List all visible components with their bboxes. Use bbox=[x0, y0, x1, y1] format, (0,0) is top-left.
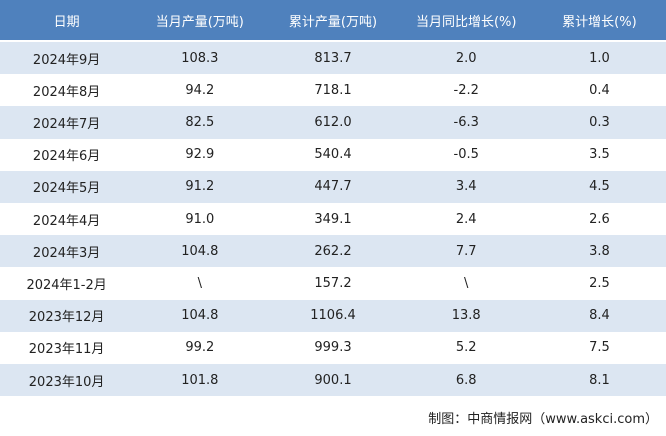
value-cell: 157.2 bbox=[314, 275, 352, 291]
source-note: 制图：中商情报网（www.askci.com） bbox=[428, 412, 658, 427]
value-cell: 91.0 bbox=[185, 211, 215, 227]
value-cell: 2.0 bbox=[455, 50, 477, 66]
header-row: 日期 当月产量(万吨) 累计产量(万吨) 当月同比增长(%) 累计增长(%) bbox=[0, 0, 666, 40]
value-cell: 104.8 bbox=[181, 308, 219, 324]
value-cell: 0.3 bbox=[589, 114, 610, 130]
table-row: 2024年4月 91.0 349.1 2.4 2.6 bbox=[0, 203, 666, 235]
value-cell: 94.2 bbox=[185, 82, 215, 98]
value-cell: 349.1 bbox=[314, 211, 352, 227]
date-cell: 2024年5月 bbox=[32, 181, 101, 197]
date-cell: 2024年7月 bbox=[32, 116, 101, 132]
value-cell: 92.9 bbox=[185, 147, 215, 163]
value-cell: 4.5 bbox=[589, 179, 610, 195]
value-cell: 262.2 bbox=[314, 243, 352, 259]
value-cell: \ bbox=[464, 275, 469, 291]
date-cell: 2023年11月 bbox=[28, 342, 105, 358]
header-cell: 累计产量(万吨) bbox=[288, 14, 378, 30]
table-row: 2023年12月 104.8 1106.4 13.8 8.4 bbox=[0, 299, 666, 332]
value-cell: 3.5 bbox=[589, 147, 610, 163]
value-cell: 447.7 bbox=[314, 179, 352, 195]
date-cell: 2024年6月 bbox=[32, 149, 101, 165]
date-cell: 2024年3月 bbox=[32, 245, 101, 261]
header-cell: 当月产量(万吨) bbox=[155, 14, 244, 30]
value-cell: -2.2 bbox=[453, 82, 479, 98]
value-cell: 999.3 bbox=[314, 340, 352, 356]
value-cell: 3.4 bbox=[455, 179, 477, 195]
value-cell: 13.8 bbox=[451, 308, 481, 324]
table-row: 2024年7月 82.5 612.0 -6.3 0.3 bbox=[0, 106, 666, 139]
date-cell: 2023年10月 bbox=[28, 374, 105, 390]
value-cell: 104.8 bbox=[181, 243, 219, 259]
value-cell: 718.1 bbox=[314, 82, 352, 98]
value-cell: -0.5 bbox=[453, 147, 479, 163]
value-cell: 7.7 bbox=[455, 243, 477, 259]
value-cell: 540.4 bbox=[314, 147, 352, 163]
table-row: 2023年11月 99.2 999.3 5.2 7.5 bbox=[0, 332, 666, 364]
value-cell: 2.4 bbox=[455, 211, 477, 227]
table-row: 2024年3月 104.8 262.2 7.7 3.8 bbox=[0, 235, 666, 268]
value-cell: 3.8 bbox=[589, 243, 610, 259]
value-cell: 0.4 bbox=[589, 82, 610, 98]
header-cell: 累计增长(%) bbox=[562, 14, 637, 30]
table-row: 2024年9月 108.3 813.7 2.0 1.0 bbox=[0, 42, 666, 75]
value-cell: 900.1 bbox=[314, 372, 352, 388]
table-row: 2024年8月 94.2 718.1 -2.2 0.4 bbox=[0, 74, 666, 106]
value-cell: 813.7 bbox=[314, 50, 352, 66]
value-cell: 2.6 bbox=[589, 211, 610, 227]
value-cell: -6.3 bbox=[453, 114, 479, 130]
date-cell: 2024年9月 bbox=[32, 52, 101, 68]
table-row: 2024年5月 91.2 447.7 3.4 4.5 bbox=[0, 170, 666, 203]
value-cell: 5.2 bbox=[455, 340, 477, 356]
value-cell: 7.5 bbox=[589, 340, 610, 356]
date-cell: 2024年1-2月 bbox=[26, 277, 107, 293]
value-cell: 8.4 bbox=[589, 308, 610, 324]
table-row: 2023年10月 101.8 900.1 6.8 8.1 bbox=[0, 364, 666, 397]
value-cell: 612.0 bbox=[314, 114, 352, 130]
value-cell: \ bbox=[197, 275, 202, 291]
header-cell: 日期 bbox=[53, 14, 80, 30]
value-cell: 8.1 bbox=[589, 372, 610, 388]
value-cell: 6.8 bbox=[455, 372, 477, 388]
header-cell: 当月同比增长(%) bbox=[415, 14, 517, 30]
table-row: 2024年1-2月 \ 157.2 \ 2.5 bbox=[0, 267, 666, 299]
date-cell: 2024年4月 bbox=[32, 213, 101, 229]
table-row: 2024年6月 92.9 540.4 -0.5 3.5 bbox=[0, 139, 666, 171]
value-cell: 101.8 bbox=[181, 372, 219, 388]
value-cell: 1.0 bbox=[589, 50, 610, 66]
value-cell: 91.2 bbox=[185, 179, 215, 195]
value-cell: 1106.4 bbox=[310, 308, 356, 324]
value-cell: 2.5 bbox=[589, 275, 610, 291]
value-cell: 99.2 bbox=[185, 340, 215, 356]
date-cell: 2024年8月 bbox=[32, 84, 101, 100]
date-cell: 2023年12月 bbox=[28, 310, 105, 326]
value-cell: 82.5 bbox=[185, 114, 215, 130]
value-cell: 108.3 bbox=[181, 50, 219, 66]
